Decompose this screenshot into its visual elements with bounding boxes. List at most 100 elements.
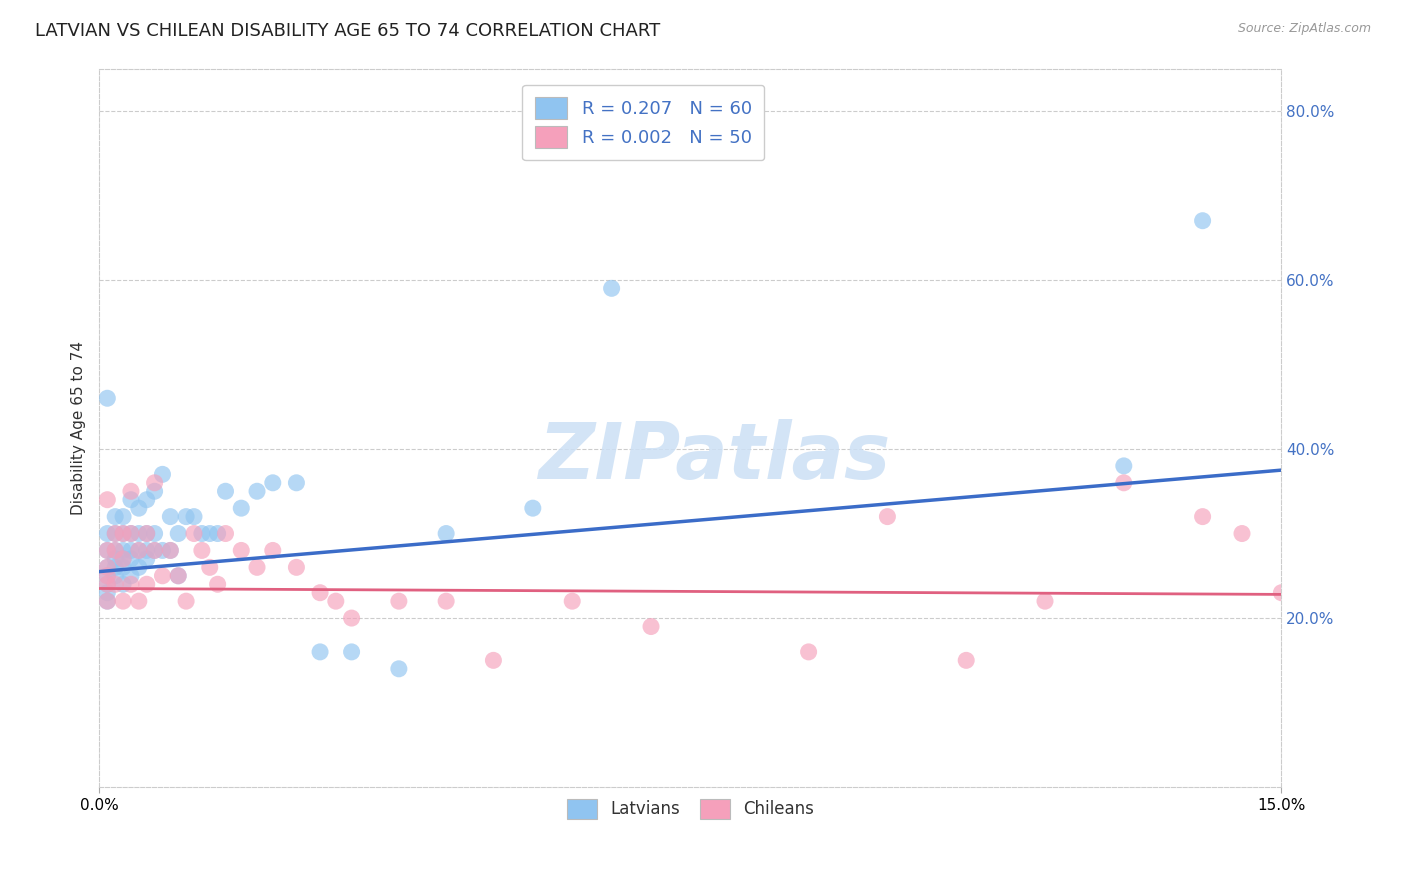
Point bbox=[104, 543, 127, 558]
Point bbox=[135, 526, 157, 541]
Point bbox=[96, 577, 118, 591]
Point bbox=[198, 526, 221, 541]
Point bbox=[120, 552, 142, 566]
Point bbox=[104, 526, 127, 541]
Point bbox=[96, 594, 118, 608]
Point bbox=[112, 594, 135, 608]
Point bbox=[955, 653, 977, 667]
Point bbox=[640, 619, 662, 633]
Point bbox=[120, 526, 142, 541]
Point bbox=[96, 594, 118, 608]
Point bbox=[183, 509, 205, 524]
Point bbox=[120, 484, 142, 499]
Point bbox=[128, 543, 150, 558]
Point bbox=[1112, 475, 1135, 490]
Point bbox=[143, 543, 166, 558]
Point bbox=[152, 543, 174, 558]
Point bbox=[104, 543, 127, 558]
Text: ZIPatlas: ZIPatlas bbox=[538, 418, 890, 494]
Point bbox=[174, 594, 197, 608]
Point bbox=[159, 543, 181, 558]
Point bbox=[128, 560, 150, 574]
Point bbox=[120, 577, 142, 591]
Point bbox=[135, 577, 157, 591]
Text: Source: ZipAtlas.com: Source: ZipAtlas.com bbox=[1237, 22, 1371, 36]
Point bbox=[174, 509, 197, 524]
Point bbox=[135, 552, 157, 566]
Legend: Latvians, Chileans: Latvians, Chileans bbox=[560, 792, 821, 826]
Point bbox=[128, 594, 150, 608]
Point bbox=[1191, 509, 1213, 524]
Point bbox=[522, 501, 544, 516]
Point bbox=[112, 543, 135, 558]
Point bbox=[797, 645, 820, 659]
Point bbox=[128, 526, 150, 541]
Point bbox=[1112, 458, 1135, 473]
Point bbox=[143, 475, 166, 490]
Point bbox=[143, 526, 166, 541]
Point bbox=[96, 543, 118, 558]
Point bbox=[434, 594, 457, 608]
Point bbox=[482, 653, 505, 667]
Point bbox=[112, 526, 135, 541]
Point bbox=[325, 594, 347, 608]
Point bbox=[561, 594, 583, 608]
Point bbox=[112, 526, 135, 541]
Point bbox=[152, 467, 174, 482]
Point bbox=[246, 560, 269, 574]
Y-axis label: Disability Age 65 to 74: Disability Age 65 to 74 bbox=[72, 341, 86, 515]
Point bbox=[1270, 585, 1292, 599]
Point bbox=[340, 611, 363, 625]
Point bbox=[152, 569, 174, 583]
Point bbox=[128, 543, 150, 558]
Point bbox=[96, 585, 118, 599]
Point bbox=[112, 552, 135, 566]
Point bbox=[388, 594, 411, 608]
Point bbox=[183, 526, 205, 541]
Point bbox=[167, 526, 190, 541]
Point bbox=[104, 569, 127, 583]
Point bbox=[112, 509, 135, 524]
Point bbox=[388, 662, 411, 676]
Point bbox=[246, 484, 269, 499]
Point bbox=[159, 509, 181, 524]
Point bbox=[285, 475, 308, 490]
Point bbox=[104, 577, 127, 591]
Point bbox=[135, 526, 157, 541]
Point bbox=[167, 569, 190, 583]
Point bbox=[120, 543, 142, 558]
Point bbox=[120, 526, 142, 541]
Point bbox=[128, 501, 150, 516]
Point bbox=[309, 645, 332, 659]
Point bbox=[135, 543, 157, 558]
Point bbox=[96, 569, 118, 583]
Point bbox=[135, 492, 157, 507]
Point bbox=[143, 484, 166, 499]
Point bbox=[167, 569, 190, 583]
Point bbox=[96, 543, 118, 558]
Point bbox=[1033, 594, 1056, 608]
Point bbox=[104, 526, 127, 541]
Point bbox=[434, 526, 457, 541]
Point bbox=[120, 569, 142, 583]
Point bbox=[231, 501, 253, 516]
Text: LATVIAN VS CHILEAN DISABILITY AGE 65 TO 74 CORRELATION CHART: LATVIAN VS CHILEAN DISABILITY AGE 65 TO … bbox=[35, 22, 661, 40]
Point bbox=[112, 577, 135, 591]
Point bbox=[191, 526, 214, 541]
Point bbox=[191, 543, 214, 558]
Point bbox=[207, 526, 229, 541]
Point bbox=[231, 543, 253, 558]
Point bbox=[1230, 526, 1253, 541]
Point bbox=[96, 492, 118, 507]
Point bbox=[120, 492, 142, 507]
Point bbox=[309, 585, 332, 599]
Point bbox=[96, 391, 118, 405]
Point bbox=[112, 552, 135, 566]
Point bbox=[207, 577, 229, 591]
Point bbox=[104, 552, 127, 566]
Point bbox=[214, 484, 236, 499]
Point bbox=[262, 543, 284, 558]
Point bbox=[104, 509, 127, 524]
Point bbox=[600, 281, 623, 295]
Point bbox=[96, 560, 118, 574]
